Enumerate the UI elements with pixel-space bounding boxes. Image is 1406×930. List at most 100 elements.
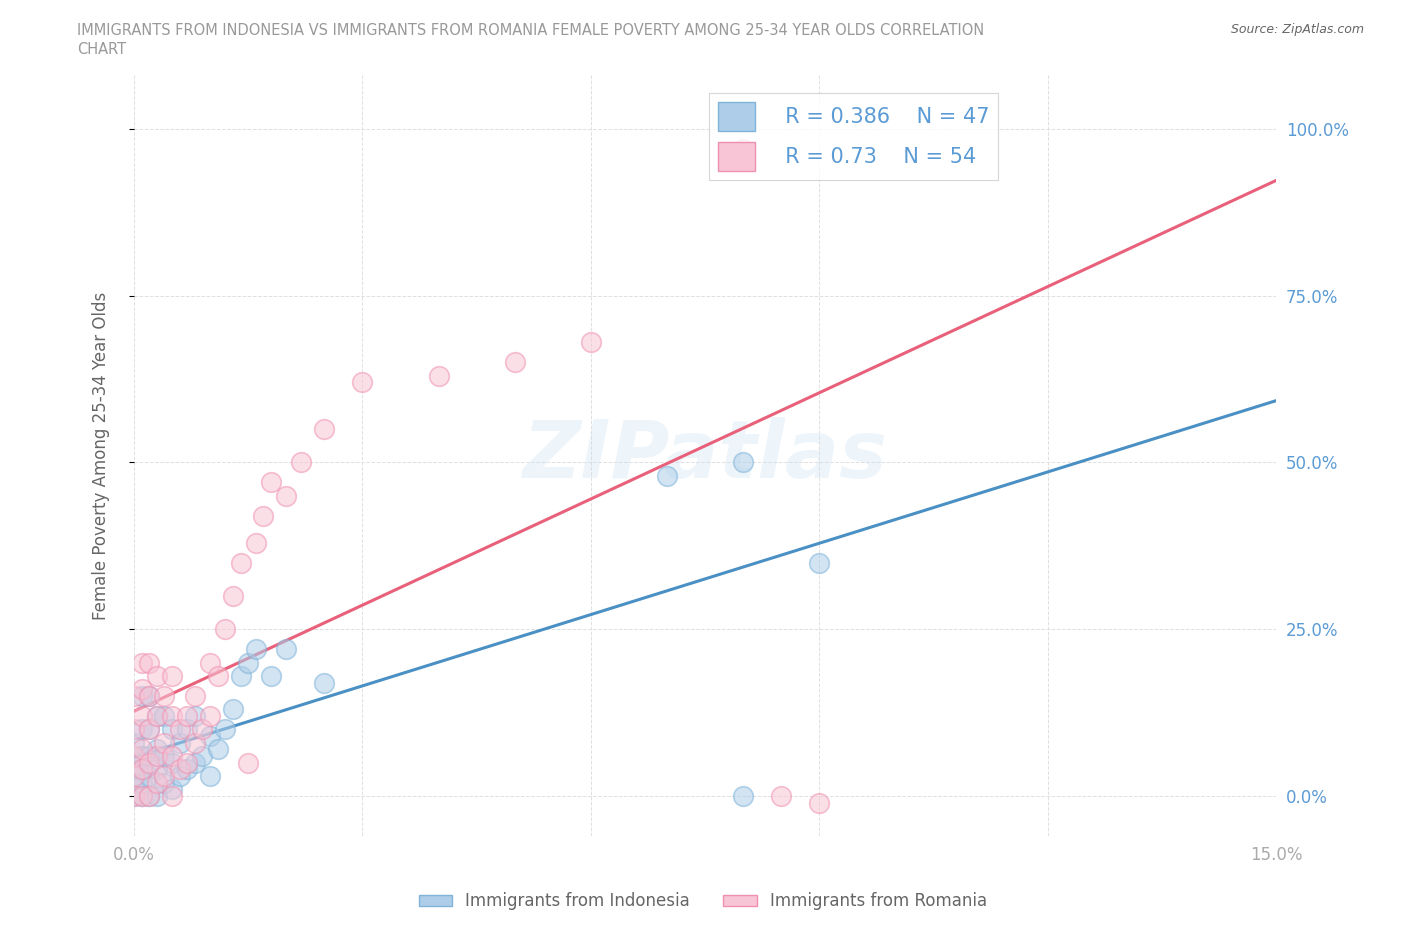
Point [138, 755, 160, 770]
Point [236, 656, 259, 671]
Point [122, 762, 145, 777]
Point [314, 675, 336, 690]
Point [146, 669, 169, 684]
Point [153, 688, 176, 703]
Point [198, 656, 221, 671]
Point [122, 789, 145, 804]
Point [153, 749, 176, 764]
Point [214, 622, 236, 637]
Point [138, 688, 160, 703]
Point [160, 789, 183, 804]
Point [138, 789, 160, 804]
Point [733, 141, 755, 156]
Point [222, 702, 245, 717]
Point [122, 789, 145, 804]
Point [131, 789, 153, 804]
Point [131, 762, 153, 777]
Point [138, 722, 160, 737]
Point [146, 709, 169, 724]
Point [122, 688, 145, 703]
Point [138, 768, 160, 783]
Point [138, 749, 160, 764]
Point [184, 755, 207, 770]
Text: CHART: CHART [77, 42, 127, 57]
Text: IMMIGRANTS FROM INDONESIA VS IMMIGRANTS FROM ROMANIA FEMALE POVERTY AMONG 25-34 : IMMIGRANTS FROM INDONESIA VS IMMIGRANTS … [77, 23, 984, 38]
Point [245, 642, 267, 657]
Point [131, 749, 153, 764]
Point [733, 455, 755, 470]
Point [733, 789, 755, 804]
Point [146, 749, 169, 764]
Point [169, 762, 191, 777]
Point [184, 736, 207, 751]
Point [146, 762, 169, 777]
Point [314, 421, 336, 436]
Point [352, 375, 374, 390]
Point [214, 722, 236, 737]
Point [191, 749, 214, 764]
Point [122, 768, 145, 783]
Point [138, 688, 160, 703]
Point [290, 455, 312, 470]
Point [579, 335, 602, 350]
Point [138, 722, 160, 737]
Point [184, 709, 207, 724]
Point [198, 709, 221, 724]
Point [184, 688, 207, 703]
Point [131, 709, 153, 724]
Point [207, 669, 229, 684]
Point [153, 768, 176, 783]
Point [191, 722, 214, 737]
Point [229, 555, 252, 570]
Point [770, 789, 793, 804]
Legend: Immigrants from Indonesia, Immigrants from Romania: Immigrants from Indonesia, Immigrants fr… [412, 885, 994, 917]
Point [176, 722, 198, 737]
Point [160, 709, 183, 724]
Point [131, 776, 153, 790]
Point [160, 755, 183, 770]
Point [153, 709, 176, 724]
Point [176, 762, 198, 777]
Point [169, 722, 191, 737]
Point [146, 709, 169, 724]
Point [808, 555, 831, 570]
Point [160, 782, 183, 797]
Point [229, 669, 252, 684]
Point [427, 368, 450, 383]
Text: Source: ZipAtlas.com: Source: ZipAtlas.com [1230, 23, 1364, 36]
Point [122, 776, 145, 790]
Point [260, 669, 283, 684]
Point [153, 776, 176, 790]
Point [808, 795, 831, 810]
Point [176, 755, 198, 770]
Y-axis label: Female Poverty Among 25-34 Year Olds: Female Poverty Among 25-34 Year Olds [93, 292, 110, 620]
Point [276, 488, 298, 503]
Point [146, 789, 169, 804]
Point [245, 535, 267, 550]
Point [131, 656, 153, 671]
Point [122, 736, 145, 751]
Point [160, 749, 183, 764]
Legend:   R = 0.386    N = 47,   R = 0.73    N = 54: R = 0.386 N = 47, R = 0.73 N = 54 [710, 94, 998, 179]
Point [131, 682, 153, 697]
Point [169, 736, 191, 751]
Point [655, 469, 678, 484]
Point [138, 656, 160, 671]
Point [176, 709, 198, 724]
Point [146, 776, 169, 790]
Point [222, 589, 245, 604]
Point [252, 509, 274, 524]
Point [122, 749, 145, 764]
Point [160, 669, 183, 684]
Point [503, 355, 526, 370]
Point [146, 742, 169, 757]
Point [131, 688, 153, 703]
Point [153, 736, 176, 751]
Point [131, 762, 153, 777]
Point [138, 789, 160, 804]
Point [169, 768, 191, 783]
Point [160, 722, 183, 737]
Point [131, 789, 153, 804]
Point [260, 475, 283, 490]
Text: ZIPatlas: ZIPatlas [523, 417, 887, 495]
